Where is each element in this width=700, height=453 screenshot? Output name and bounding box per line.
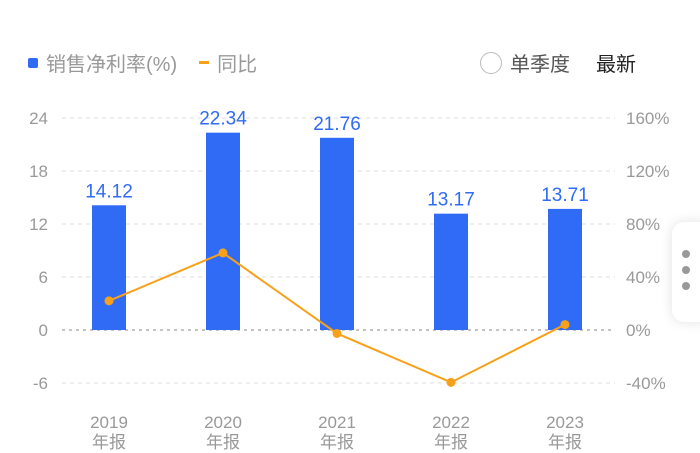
legend: 销售净利率(%) 同比 <box>28 48 257 77</box>
left-tick-label: 18 <box>29 162 48 181</box>
yoy-point <box>218 248 228 258</box>
legend-bar-marker <box>28 57 38 68</box>
controls: 单季度 最新 <box>480 48 636 77</box>
legend-series1[interactable]: 销售净利率(%) <box>46 54 178 76</box>
x-tick-year: 2023 <box>546 413 584 432</box>
dot-icon <box>682 282 690 290</box>
x-tick-type: 年报 <box>92 433 126 452</box>
bar-value-label: 13.17 <box>427 190 475 211</box>
x-tick-type: 年报 <box>434 433 468 452</box>
right-tick-label: 40% <box>626 268 660 287</box>
x-tick-year: 2022 <box>432 413 470 432</box>
x-tick-type: 年报 <box>206 433 240 452</box>
side-menu-handle[interactable] <box>672 222 700 322</box>
x-tick-year: 2019 <box>90 413 128 432</box>
dot-icon <box>682 266 690 274</box>
left-tick-label: 12 <box>29 215 48 234</box>
single-quarter-radio[interactable] <box>480 51 502 74</box>
left-tick-label: -6 <box>33 374 48 393</box>
bar-value-label: 21.76 <box>313 114 361 135</box>
left-tick-label: 6 <box>39 268 48 287</box>
latest-button[interactable]: 最新 <box>596 54 636 76</box>
right-tick-label: 120% <box>626 162 669 181</box>
right-tick-label: 0% <box>626 321 651 340</box>
x-tick-year: 2021 <box>318 413 356 432</box>
x-tick-type: 年报 <box>320 433 354 452</box>
left-tick-label: 0 <box>39 321 48 340</box>
bar-value-label: 13.71 <box>541 185 589 206</box>
right-tick-label: -40% <box>626 374 666 393</box>
bar-value-label: 22.34 <box>199 109 247 130</box>
right-tick-label: 160% <box>626 109 669 128</box>
bar <box>548 208 582 330</box>
dot-icon <box>682 250 690 258</box>
single-quarter-label[interactable]: 单季度 <box>510 54 570 76</box>
bar <box>92 205 126 330</box>
yoy-point <box>332 328 342 338</box>
bar <box>206 132 240 330</box>
yoy-point <box>560 320 570 330</box>
bar <box>434 213 468 330</box>
bar <box>320 137 354 330</box>
legend-line-marker <box>199 61 210 64</box>
yoy-point <box>104 296 114 306</box>
yoy-point <box>446 377 456 387</box>
bar-value-label: 14.12 <box>85 181 133 202</box>
x-tick-type: 年报 <box>548 433 582 452</box>
left-tick-label: 24 <box>29 109 48 128</box>
legend-series2[interactable]: 同比 <box>217 54 258 76</box>
right-tick-label: 80% <box>626 215 660 234</box>
x-tick-year: 2020 <box>204 413 242 432</box>
